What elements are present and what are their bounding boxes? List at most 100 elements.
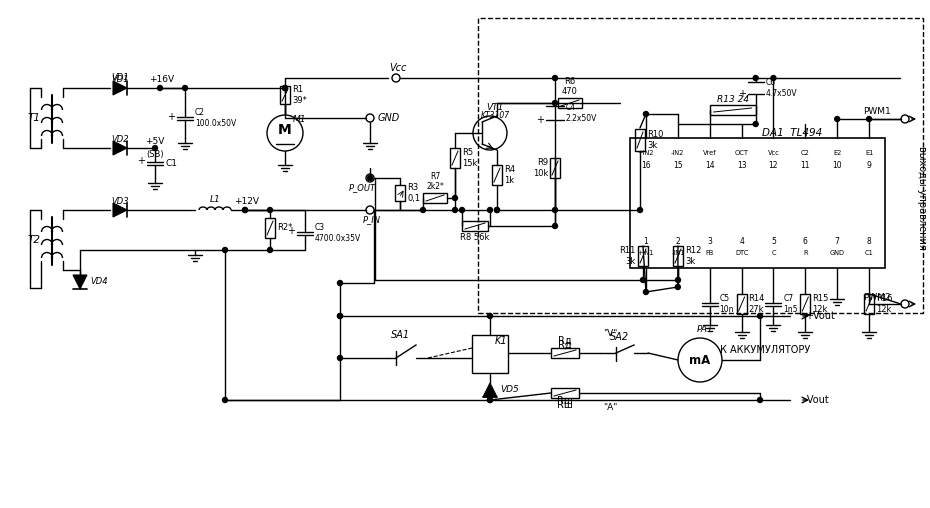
- Text: PA1: PA1: [697, 326, 713, 334]
- Text: C6
4.7x50V: C6 4.7x50V: [765, 78, 797, 98]
- Text: 12: 12: [769, 161, 778, 170]
- Text: PWM2: PWM2: [863, 293, 891, 302]
- Text: T2: T2: [28, 235, 41, 245]
- Text: SA1: SA1: [391, 330, 409, 340]
- Text: +: +: [167, 111, 175, 121]
- Text: +Vout: +Vout: [805, 311, 835, 321]
- Circle shape: [487, 397, 493, 402]
- Circle shape: [675, 277, 681, 282]
- Text: VT1: VT1: [486, 104, 504, 112]
- Circle shape: [552, 76, 557, 80]
- Bar: [638, 246, 648, 266]
- Circle shape: [637, 207, 643, 212]
- Text: +IN1: +IN1: [638, 250, 654, 256]
- Text: 3: 3: [707, 237, 712, 245]
- Text: C1: C1: [165, 158, 177, 168]
- Circle shape: [338, 313, 342, 319]
- Text: R15
12k: R15 12k: [812, 294, 829, 314]
- Text: 4: 4: [739, 237, 744, 245]
- Text: R16
12k: R16 12k: [876, 294, 893, 314]
- Bar: [551, 388, 579, 398]
- Text: E2: E2: [833, 150, 842, 156]
- Text: C3
4700.0x35V: C3 4700.0x35V: [315, 224, 361, 243]
- Circle shape: [487, 397, 493, 402]
- Circle shape: [758, 397, 763, 402]
- Text: Rш: Rш: [557, 400, 573, 410]
- Text: P_IN: P_IN: [363, 215, 381, 225]
- Text: R6
470: R6 470: [562, 77, 578, 96]
- Bar: [423, 193, 447, 203]
- Bar: [265, 218, 275, 238]
- Text: +12V: +12V: [234, 198, 259, 206]
- Circle shape: [495, 207, 499, 212]
- Text: Vcc: Vcc: [767, 150, 779, 156]
- Circle shape: [338, 280, 342, 285]
- Circle shape: [157, 85, 163, 90]
- Text: C: C: [771, 250, 776, 256]
- Text: VD1: VD1: [112, 75, 129, 83]
- Bar: [630, 138, 885, 268]
- Text: R5
15k: R5 15k: [462, 148, 477, 168]
- Bar: [801, 294, 810, 314]
- Polygon shape: [113, 81, 127, 95]
- Text: 16: 16: [641, 161, 651, 170]
- Text: R2*: R2*: [277, 224, 292, 233]
- Text: -IN1: -IN1: [671, 250, 684, 256]
- Text: VD1: VD1: [112, 74, 129, 82]
- Polygon shape: [73, 275, 87, 289]
- Text: +: +: [737, 89, 746, 99]
- Bar: [550, 158, 560, 178]
- Circle shape: [487, 207, 493, 212]
- Polygon shape: [483, 383, 497, 397]
- Text: (SB): (SB): [146, 150, 164, 160]
- Circle shape: [552, 224, 557, 229]
- Text: 9: 9: [867, 161, 871, 170]
- Text: +: +: [536, 115, 544, 125]
- Bar: [472, 335, 508, 373]
- Text: GND: GND: [830, 250, 844, 256]
- Text: mA: mA: [689, 354, 711, 366]
- Circle shape: [552, 207, 557, 212]
- Bar: [462, 221, 488, 231]
- Text: VD2: VD2: [112, 135, 129, 143]
- Text: 15: 15: [673, 161, 683, 170]
- Polygon shape: [113, 203, 127, 217]
- Circle shape: [338, 313, 342, 319]
- Text: P_OUT: P_OUT: [349, 183, 376, 193]
- Text: C5
10n: C5 10n: [720, 294, 734, 314]
- Circle shape: [222, 247, 228, 252]
- Bar: [635, 129, 645, 151]
- Text: Rш: Rш: [557, 396, 573, 406]
- Text: Vref: Vref: [703, 150, 716, 156]
- Circle shape: [338, 356, 342, 361]
- Text: OCT: OCT: [735, 150, 749, 156]
- Bar: [551, 348, 579, 358]
- Circle shape: [283, 85, 287, 90]
- Bar: [864, 294, 874, 314]
- Text: KT3107: KT3107: [481, 111, 510, 119]
- Circle shape: [153, 145, 157, 150]
- Text: C4
2.2x50V: C4 2.2x50V: [566, 103, 597, 123]
- Text: C1: C1: [865, 250, 873, 256]
- Text: 8: 8: [867, 237, 871, 245]
- Circle shape: [644, 111, 648, 116]
- Bar: [478, 18, 923, 313]
- Text: M: M: [278, 123, 292, 137]
- Bar: [450, 148, 460, 168]
- Text: C7
1n5: C7 1n5: [783, 294, 798, 314]
- Circle shape: [243, 207, 247, 212]
- Text: +: +: [287, 227, 295, 237]
- Circle shape: [487, 313, 493, 319]
- Text: Rд: Rд: [558, 340, 572, 350]
- Text: R8 56k: R8 56k: [460, 233, 490, 242]
- Circle shape: [459, 207, 464, 212]
- Text: К АККУМУЛЯТОРУ: К АККУМУЛЯТОРУ: [720, 345, 810, 355]
- Text: VD4: VD4: [90, 277, 108, 287]
- Text: M1: M1: [293, 114, 307, 123]
- Bar: [673, 246, 683, 266]
- Text: R: R: [803, 250, 807, 256]
- Text: 7: 7: [835, 237, 840, 245]
- Circle shape: [367, 175, 373, 180]
- Text: C2
100.0x50V: C2 100.0x50V: [195, 108, 236, 128]
- Text: 10: 10: [832, 161, 842, 170]
